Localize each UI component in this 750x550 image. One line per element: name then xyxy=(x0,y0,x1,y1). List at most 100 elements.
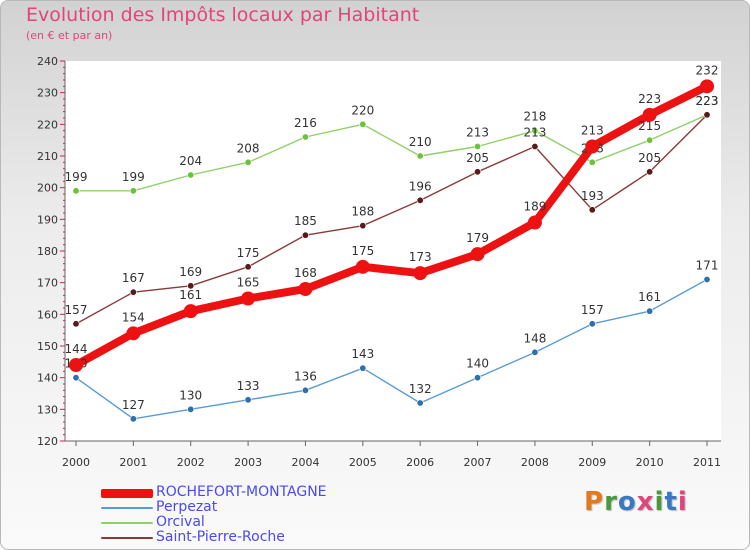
data-label-perpezat: 157 xyxy=(581,303,604,317)
data-point-saint-pierre-roche xyxy=(187,282,195,290)
data-label-saint-pierre-roche: 223 xyxy=(696,94,719,108)
data-point-perpezat xyxy=(416,399,424,407)
logo-letter: i xyxy=(677,487,688,517)
data-point-saint-pierre-roche xyxy=(416,196,424,204)
chart-legend: ROCHEFORT-MONTAGNE Perpezat Orcival Saint-P… xyxy=(101,484,361,545)
legend-label: ROCHEFORT-MONTAGNE xyxy=(156,484,327,500)
y-tick-label: 140 xyxy=(37,372,58,385)
x-tick-label: 2011 xyxy=(693,456,721,469)
data-point-rochefort-montagne xyxy=(470,247,485,262)
x-tick-label: 2000 xyxy=(62,456,90,469)
plot-area xyxy=(65,61,721,441)
data-label-rochefort-montagne: 189 xyxy=(523,200,546,214)
data-label-saint-pierre-roche: 213 xyxy=(523,126,546,140)
data-point-saint-pierre-roche xyxy=(301,231,309,239)
legend-item: ROCHEFORT-MONTAGNE xyxy=(101,484,361,500)
data-label-orcival: 204 xyxy=(179,154,202,168)
data-point-rochefort-montagne xyxy=(700,79,714,94)
data-label-orcival: 218 xyxy=(523,110,546,124)
chart-title: Evolution des Impôts locaux par Habitant xyxy=(26,4,420,26)
legend-swatch xyxy=(101,488,153,498)
data-point-rochefort-montagne xyxy=(527,215,542,230)
data-point-orcival xyxy=(72,187,80,195)
data-label-rochefort-montagne: 154 xyxy=(122,310,145,324)
data-label-perpezat: 127 xyxy=(122,398,145,412)
x-tick-label: 2005 xyxy=(349,456,377,469)
legend-label: Perpezat xyxy=(156,499,218,515)
logo-letter: r xyxy=(604,487,618,517)
legend-label: Orcival xyxy=(156,514,205,530)
data-point-perpezat xyxy=(359,364,367,372)
data-label-perpezat: 140 xyxy=(466,357,489,371)
series-line-orcival xyxy=(75,114,708,192)
legend-item: Orcival xyxy=(101,514,361,530)
data-label-rochefort-montagne: 175 xyxy=(351,244,374,258)
legend-item: Perpezat xyxy=(101,499,361,515)
y-tick-label: 240 xyxy=(37,55,58,68)
x-tick-label: 2007 xyxy=(464,456,492,469)
data-point-orcival xyxy=(588,158,596,166)
series-line-perpezat xyxy=(75,278,708,420)
data-label-saint-pierre-roche: 175 xyxy=(237,246,260,260)
data-label-orcival: 199 xyxy=(122,170,145,184)
data-point-saint-pierre-roche xyxy=(588,206,596,214)
data-label-orcival: 220 xyxy=(351,103,374,117)
data-point-rochefort-montagne xyxy=(642,107,657,122)
data-point-perpezat xyxy=(187,405,195,413)
x-tick-label: 2002 xyxy=(177,456,205,469)
data-point-saint-pierre-roche xyxy=(474,168,482,176)
y-tick-label: 150 xyxy=(37,340,58,353)
y-tick-label: 120 xyxy=(37,435,58,448)
data-label-orcival: 216 xyxy=(294,116,317,130)
data-point-perpezat xyxy=(301,386,309,394)
data-point-saint-pierre-roche xyxy=(359,222,367,230)
data-point-rochefort-montagne xyxy=(355,259,370,274)
data-point-saint-pierre-roche xyxy=(244,263,252,271)
data-point-rochefort-montagne xyxy=(241,291,256,306)
series-line-saint-pierre-roche xyxy=(75,114,708,325)
data-point-rochefort-montagne xyxy=(69,358,83,372)
data-label-rochefort-montagne: 144 xyxy=(65,342,88,356)
data-label-saint-pierre-roche: 188 xyxy=(351,205,374,219)
x-tick-label: 2009 xyxy=(578,456,606,469)
legend-swatch xyxy=(101,506,153,509)
data-label-saint-pierre-roche: 205 xyxy=(466,151,489,165)
data-point-perpezat xyxy=(474,374,482,382)
data-label-perpezat: 130 xyxy=(179,388,202,402)
data-point-orcival xyxy=(646,136,654,144)
data-label-rochefort-montagne: 179 xyxy=(466,231,489,245)
proxiti-logo: Proxiti xyxy=(584,487,688,517)
data-point-orcival xyxy=(474,143,482,151)
y-tick-label: 170 xyxy=(37,277,58,290)
x-tick-label: 2004 xyxy=(291,456,319,469)
data-point-rochefort-montagne xyxy=(126,326,141,341)
data-label-saint-pierre-roche: 196 xyxy=(409,179,432,193)
data-point-orcival xyxy=(301,133,309,141)
y-tick-label: 220 xyxy=(37,118,58,131)
data-point-rochefort-montagne xyxy=(183,304,198,319)
data-point-saint-pierre-roche xyxy=(646,168,654,176)
data-label-rochefort-montagne: 213 xyxy=(581,124,604,138)
x-tick-label: 2008 xyxy=(521,456,549,469)
data-point-perpezat xyxy=(129,415,137,423)
data-point-orcival xyxy=(187,171,195,179)
data-point-saint-pierre-roche xyxy=(129,288,137,296)
y-tick-label: 210 xyxy=(37,150,58,163)
data-label-orcival: 223 xyxy=(696,94,719,108)
data-label-perpezat: 136 xyxy=(294,369,317,383)
data-label-orcival: 213 xyxy=(466,126,489,140)
y-tick-label: 160 xyxy=(37,308,58,321)
legend-item: Saint-Pierre-Roche xyxy=(101,529,361,545)
data-point-rochefort-montagne xyxy=(413,266,428,281)
data-point-rochefort-montagne xyxy=(298,282,313,296)
data-point-orcival xyxy=(531,127,539,135)
data-label-perpezat: 133 xyxy=(237,379,260,393)
data-label-perpezat: 132 xyxy=(409,382,432,396)
data-label-orcival: 208 xyxy=(237,141,260,155)
data-point-orcival xyxy=(129,187,137,195)
data-label-saint-pierre-roche: 185 xyxy=(294,214,317,228)
y-tick-label: 130 xyxy=(37,403,58,416)
data-point-orcival xyxy=(416,152,424,160)
